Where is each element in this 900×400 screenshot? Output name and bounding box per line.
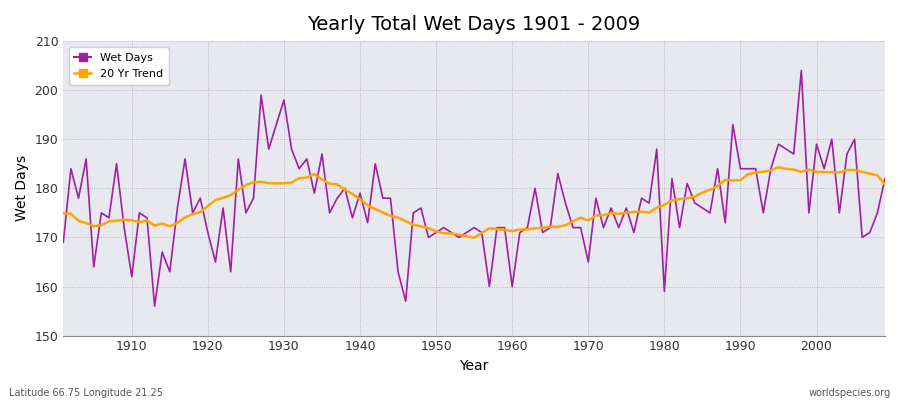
Y-axis label: Wet Days: Wet Days [15,155,29,222]
Text: worldspecies.org: worldspecies.org [809,388,891,398]
Legend: Wet Days, 20 Yr Trend: Wet Days, 20 Yr Trend [68,47,168,85]
Text: Latitude 66.75 Longitude 21.25: Latitude 66.75 Longitude 21.25 [9,388,163,398]
Title: Yearly Total Wet Days 1901 - 2009: Yearly Total Wet Days 1901 - 2009 [308,15,641,34]
X-axis label: Year: Year [460,359,489,373]
